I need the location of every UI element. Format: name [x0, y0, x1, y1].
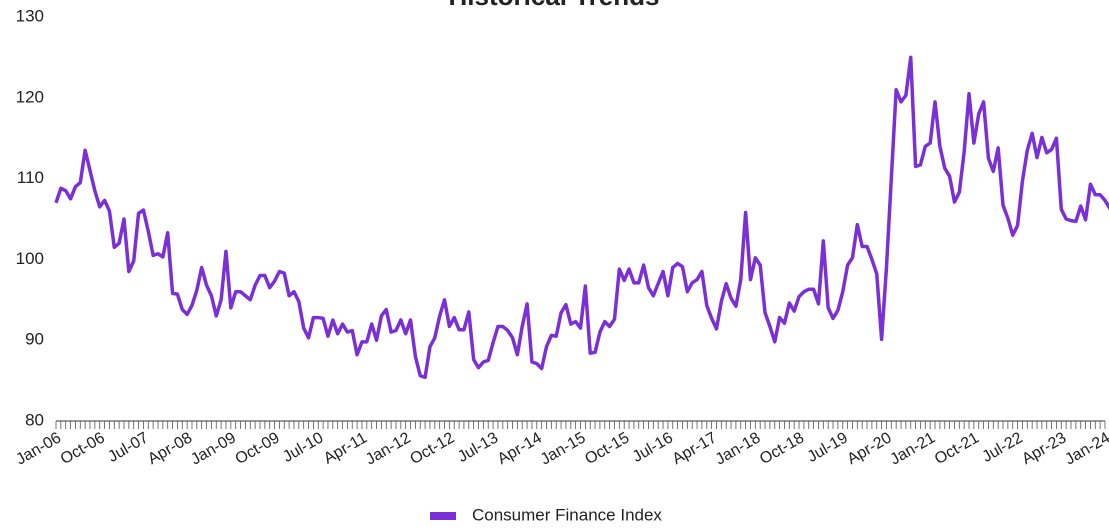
data-line — [54, 55, 1109, 380]
y-tick-label: 90 — [25, 330, 44, 349]
y-tick-label: 120 — [16, 87, 44, 106]
x-tick-label: Apr-23 — [1019, 429, 1069, 468]
legend-item: Consumer Finance Index — [430, 505, 662, 524]
x-tick-label: Jul-10 — [280, 429, 326, 466]
x-tick-label: Jan-06 — [13, 429, 64, 468]
x-tick-label: Jul-22 — [979, 429, 1025, 466]
x-tick-label: Jul-13 — [455, 429, 501, 466]
y-tick-label: 100 — [16, 249, 44, 268]
x-tick-label: Jul-07 — [105, 429, 151, 466]
x-tick-label: Oct-18 — [757, 429, 807, 468]
x-tick-label: Jan-15 — [538, 429, 589, 468]
x-tick-label: Apr-17 — [670, 429, 720, 468]
y-tick-label: 130 — [16, 6, 44, 25]
x-tick-label: Apr-11 — [321, 429, 370, 467]
x-tick-label: Apr-08 — [145, 429, 195, 468]
legend-swatch — [430, 512, 456, 520]
x-tick-label: Jan-24 — [1062, 429, 1109, 468]
x-tick-label: Jan-21 — [887, 429, 938, 468]
x-tick-label: Apr-14 — [495, 429, 545, 468]
x-tick-label: Oct-21 — [932, 429, 982, 468]
x-tick-label: Jan-12 — [363, 429, 414, 468]
x-tick-label: Oct-09 — [233, 429, 283, 468]
x-tick-label: Oct-12 — [407, 429, 457, 468]
y-tick-label: 110 — [17, 168, 44, 187]
x-tick-label: Oct-15 — [582, 429, 632, 468]
y-tick-label: 80 — [25, 410, 44, 429]
x-tick-label: Jan-09 — [188, 429, 239, 468]
x-tick-label: Apr-20 — [844, 429, 894, 468]
chart-title: Historical Trends — [449, 0, 660, 11]
x-tick-label: Jul-16 — [630, 429, 676, 466]
x-tick-label: Jan-18 — [713, 429, 764, 468]
x-tick-label: Jul-19 — [805, 429, 851, 466]
x-tick-label: Oct-06 — [58, 429, 108, 468]
legend-label: Consumer Finance Index — [472, 505, 662, 524]
